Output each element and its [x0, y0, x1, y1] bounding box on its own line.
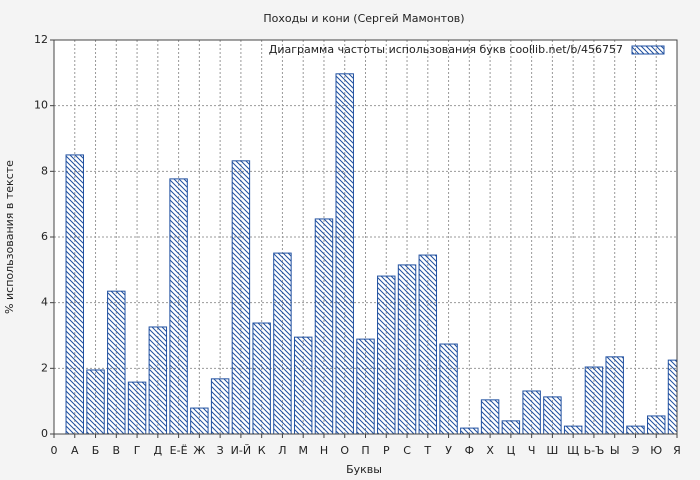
bar [86, 369, 105, 434]
bar [190, 407, 209, 434]
bar [460, 427, 479, 434]
y-tick-label: 10 [34, 99, 48, 112]
bar [605, 356, 624, 434]
chart-title: Походы и кони (Сергей Мамонтов) [263, 12, 464, 25]
bar [169, 178, 188, 434]
y-tick-label: 12 [34, 33, 48, 46]
x-tick-label: Я [673, 444, 681, 457]
bar [480, 399, 500, 434]
x-tick-label: П [361, 444, 369, 457]
bar [418, 254, 438, 434]
bar [356, 338, 375, 434]
y-tick-label: 4 [41, 296, 48, 309]
x-tick-label: У [445, 444, 452, 457]
y-axis-label: % использования в тексте [3, 160, 16, 314]
x-tick-label: Т [423, 444, 431, 457]
x-tick-label: Р [383, 444, 390, 457]
x-tick-label: Ф [465, 444, 474, 457]
bar [501, 420, 521, 434]
bar [314, 218, 334, 434]
bar [293, 336, 313, 434]
bar [563, 425, 583, 434]
legend-swatch [631, 45, 665, 55]
bar [148, 326, 168, 434]
bar [543, 396, 562, 434]
bar [522, 390, 541, 434]
x-tick-label: Д [154, 444, 163, 457]
bar [626, 425, 645, 434]
x-tick-label: Ц [507, 444, 516, 457]
x-tick-label: Л [278, 444, 286, 457]
x-tick-label: Н [320, 444, 328, 457]
x-tick-label: Ч [528, 444, 536, 457]
x-tick-label: Ы [610, 444, 620, 457]
bar [127, 381, 147, 434]
y-tick-label: 8 [41, 164, 48, 177]
y-tick-label: 6 [41, 230, 48, 243]
x-axis-label: Буквы [346, 463, 382, 476]
x-tick-label: И-Й [231, 444, 251, 457]
x-tick-label: Щ [567, 444, 579, 457]
x-tick-label: З [217, 444, 224, 457]
x-tick-label: Ш [547, 444, 559, 457]
y-tick-label: 2 [41, 361, 48, 374]
x-tick-label: Э [632, 444, 640, 457]
x-tick-label: С [403, 444, 411, 457]
x-tick-label: Ю [650, 444, 662, 457]
bar [667, 359, 677, 434]
x-tick-label: Х [486, 444, 494, 457]
legend: Диаграмма частоты использования букв coo… [269, 43, 665, 56]
x-tick-label: О [340, 444, 349, 457]
x-tick-label: К [258, 444, 266, 457]
bar [647, 415, 666, 434]
bar [107, 290, 126, 434]
bars [65, 73, 677, 434]
x-tick-label: 0 [51, 444, 58, 457]
x-tick-label: М [298, 444, 308, 457]
y-tick-label: 0 [41, 427, 48, 440]
x-tick-label: В [113, 444, 121, 457]
x-tick-label: Ж [193, 444, 205, 457]
bar [252, 322, 271, 434]
bar [584, 366, 604, 434]
x-tick-label: Г [134, 444, 141, 457]
legend-label: Диаграмма частоты использования букв coo… [269, 43, 623, 56]
bar [377, 275, 396, 434]
bar [210, 378, 230, 434]
bar [439, 343, 458, 434]
bar [231, 160, 251, 434]
x-tick-label: А [71, 444, 79, 457]
bar [335, 73, 354, 434]
bar [397, 264, 417, 434]
x-tick-label: Ь-Ъ [584, 444, 605, 457]
x-tick-label: Е-Ё [170, 444, 188, 457]
x-tick-label: Б [92, 444, 100, 457]
bar [65, 154, 84, 434]
bar [273, 252, 292, 434]
